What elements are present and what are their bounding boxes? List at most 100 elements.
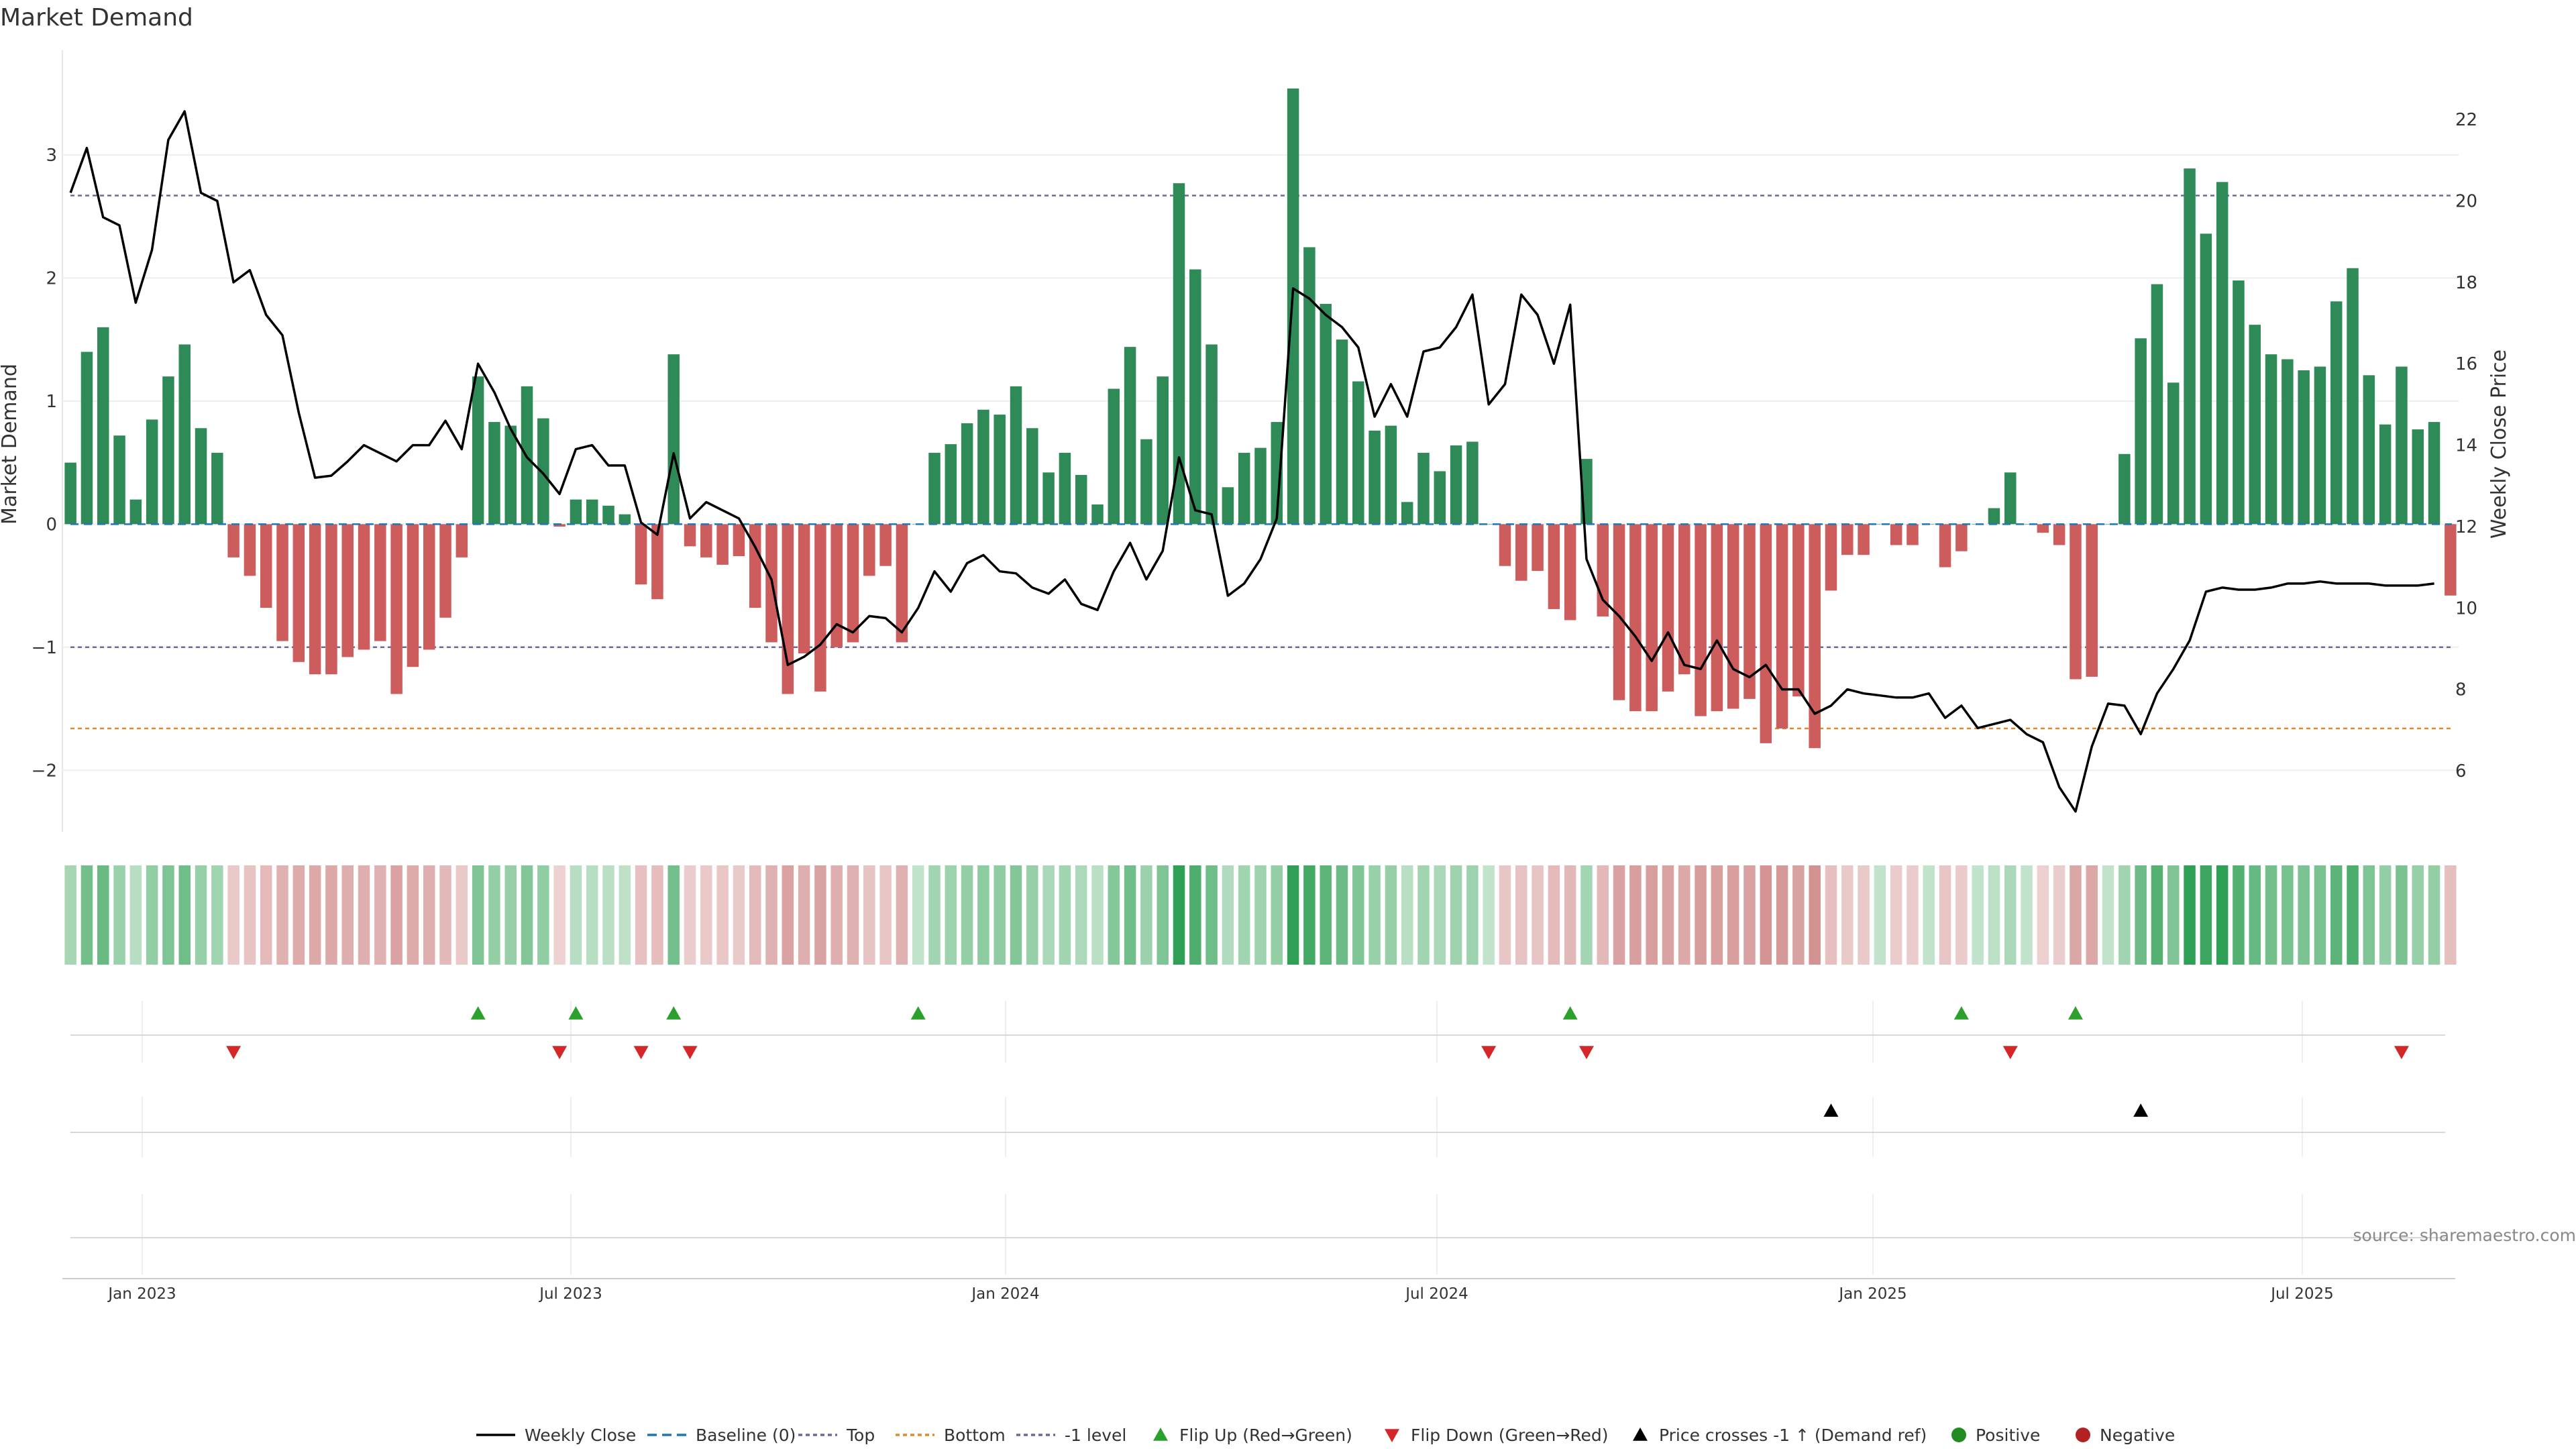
demand-bar [1678,524,1690,675]
demand-bar [227,524,239,557]
heat-cell [733,865,745,965]
demand-bar [455,524,468,557]
demand-bar [1988,508,2000,525]
heat-cell [602,865,614,965]
flip-up-marker [666,1006,682,1020]
heat-cell [1646,865,1658,965]
flip-up-marker [1562,1006,1578,1020]
heat-cell [1222,865,1234,965]
heat-cell [782,865,794,965]
heat-cell [2379,865,2392,965]
heat-cell [292,865,305,965]
heat-cell [195,865,207,965]
heat-cell [1336,865,1348,965]
heat-cell [2265,865,2277,965]
heat-cell [1988,865,2000,965]
y-left-tick: −2 [32,761,57,781]
heat-cell [586,865,598,965]
y-right-tick: 18 [2455,273,2477,293]
demand-bar [1417,452,1430,525]
heat-cell [1792,865,1805,965]
heat-cell [2249,865,2261,965]
heat-cell [700,865,712,965]
x-tick-label: Jan 2023 [107,1285,176,1303]
heat-cell [1515,865,1527,965]
demand-bar [1515,524,1527,581]
heat-cell [2428,865,2440,965]
demand-bar [2396,366,2408,525]
demand-bar [586,499,598,525]
demand-bar [619,514,631,525]
demand-bar [390,524,402,694]
heat-cell [2167,865,2180,965]
legend-flip-up-label: Flip Up (Red→Green) [1179,1426,1352,1445]
demand-bar [1499,524,1511,566]
x-tick-label: Jan 2025 [1837,1285,1907,1303]
demand-bar [309,524,321,675]
heat-cell [2200,865,2212,965]
y-left-label: Market Demand [0,364,21,525]
heat-cell [2298,865,2310,965]
heat-cell [1743,865,1756,965]
heat-cell [2151,865,2163,965]
demand-bar [1189,269,1201,525]
demand-bar [1548,524,1560,609]
heat-cell [2330,865,2343,965]
heat-cell [1450,865,1462,965]
legend-flip-down-label: Flip Down (Green→Red) [1411,1426,1609,1445]
y-left-tick: 2 [46,268,57,288]
heat-cell [423,865,435,965]
flip-up-marker [2068,1006,2083,1020]
heat-cell [1841,865,1854,965]
demand-bar [2445,524,2457,596]
heat-cell [961,865,973,965]
legend-price-cross-swatch [1633,1428,1648,1441]
heat-cell [2396,865,2408,965]
legend-minus-one-label: -1 level [1065,1426,1126,1445]
heat-cell [1401,865,1413,965]
heat-cell [1548,865,1560,965]
heat-cell [2021,865,2033,965]
heat-cell [537,865,549,965]
demand-bar [423,524,435,650]
heat-cell [1564,865,1576,965]
flip-down-marker [1578,1046,1594,1059]
price-cross-marker [1823,1104,1839,1117]
heat-cell [1124,865,1136,965]
x-tick-label: Jan 2024 [970,1285,1039,1303]
heat-cell [2086,865,2098,965]
heat-cell [1205,865,1218,965]
demand-bar [2347,268,2359,525]
heat-cell [1108,865,1120,965]
heat-cell [211,865,223,965]
heat-cell [1678,865,1690,965]
demand-bar [700,524,712,557]
demand-bar [1792,524,1805,697]
heat-cell [2070,865,2082,965]
heat-cell [798,865,810,965]
demand-bar [1042,472,1055,525]
x-tick-label: Jul 2025 [2269,1285,2334,1303]
demand-bar [504,425,517,525]
chart-title: Market Demand [0,4,193,32]
heat-cell [1580,865,1593,965]
demand-bar [2086,524,2098,677]
heat-cell [2184,865,2196,965]
heat-cell [129,865,142,965]
heat-cell [912,865,924,965]
demand-bar [1760,524,1772,743]
demand-bar [814,524,826,692]
y-right-tick: 12 [2455,517,2477,537]
demand-bar [830,524,843,647]
demand-bar [1271,422,1283,525]
demand-bar [2053,524,2065,545]
demand-bar [1825,524,1837,591]
demand-bar [1662,524,1674,692]
demand-bar [896,524,908,643]
demand-bar [162,376,174,525]
y-right-tick: 10 [2455,598,2477,619]
heat-cell [814,865,826,965]
demand-bar [2004,472,2017,525]
heat-cell [1532,865,1544,965]
y-right-label: Weekly Close Price [2487,350,2511,539]
